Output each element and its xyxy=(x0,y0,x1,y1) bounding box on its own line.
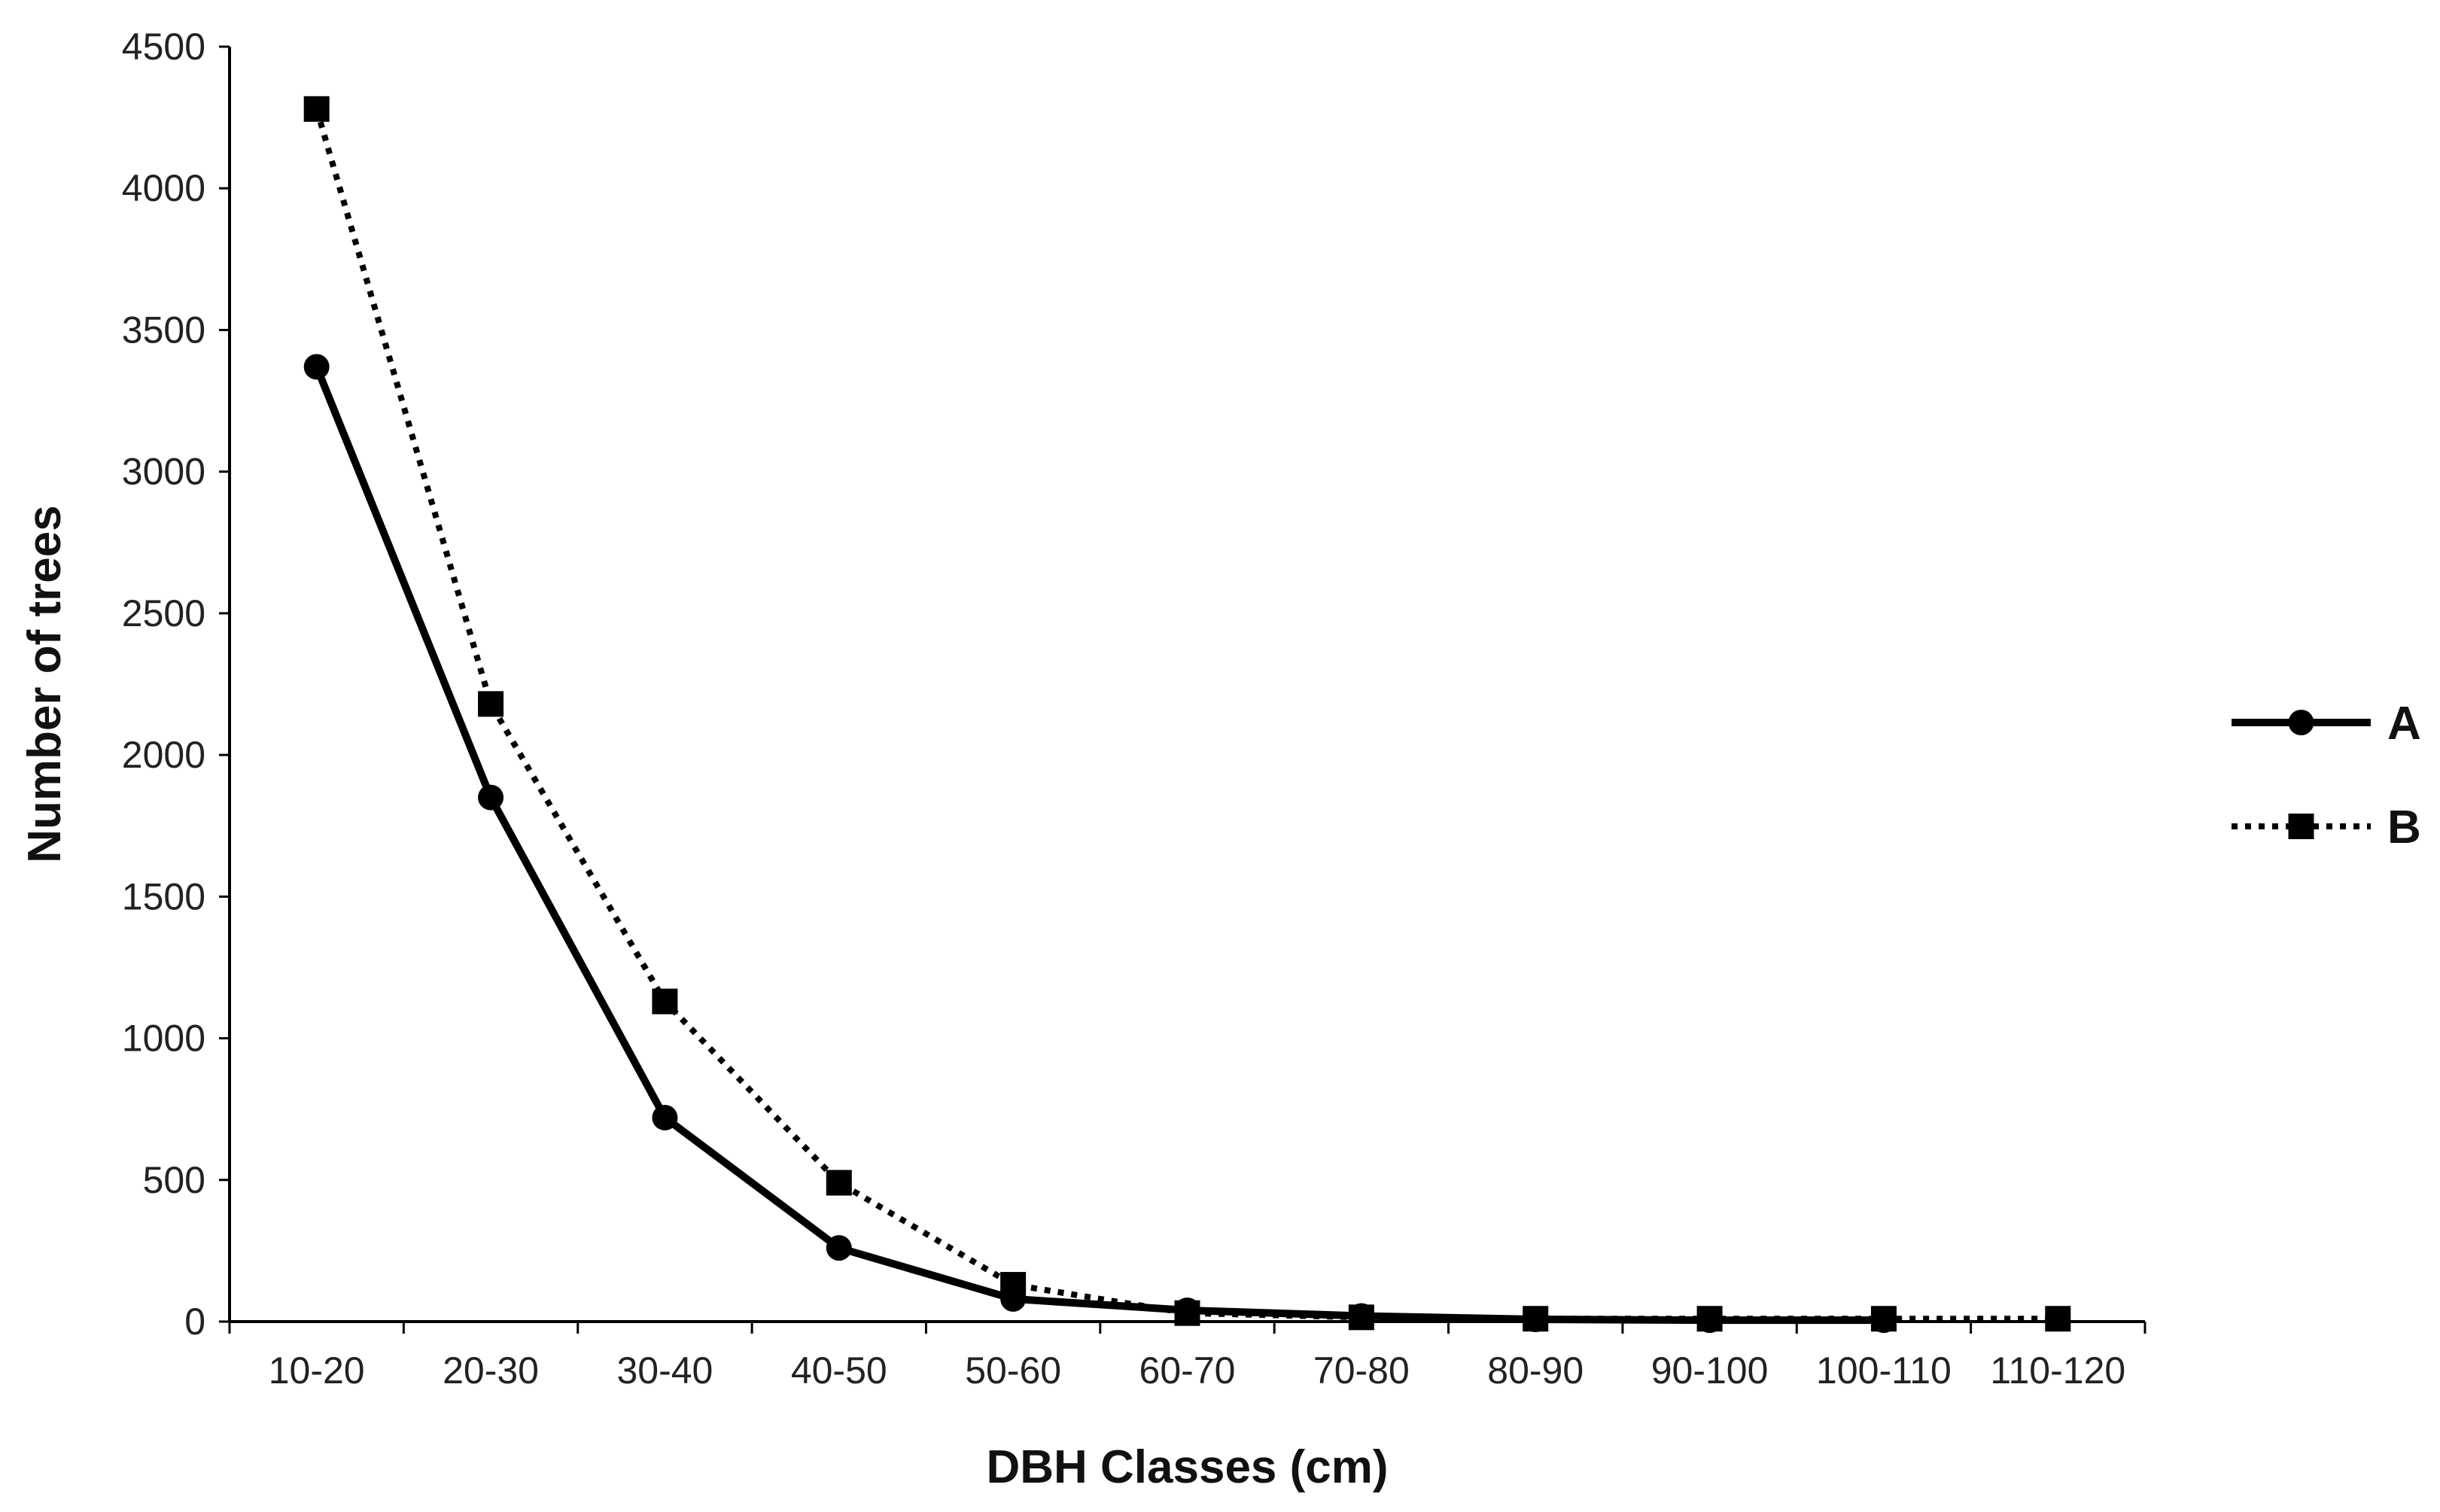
series-layer xyxy=(303,96,2071,1334)
y-tick-label: 500 xyxy=(143,1159,205,1201)
data-point-a xyxy=(303,354,330,380)
x-tick-label: 110-120 xyxy=(1990,1349,2125,1392)
legend: AB xyxy=(2232,698,2421,853)
series-line-a xyxy=(313,365,1884,1325)
data-point-b xyxy=(1000,1272,1027,1298)
x-tick-label: 30-40 xyxy=(616,1349,713,1392)
y-axis-ticks: 0 500 1000 1500 2000 2500 3000 3500 4000 4500 xyxy=(122,26,230,1343)
x-tick-label: 20-30 xyxy=(443,1349,539,1392)
x-tick-label: 50-60 xyxy=(965,1349,1061,1392)
legend-marker-b xyxy=(2288,814,2314,839)
y-tick-label: 2500 xyxy=(122,592,205,634)
x-tick-label: 60-70 xyxy=(1139,1349,1236,1392)
data-point-a xyxy=(652,1104,678,1130)
x-tick-label: 80-90 xyxy=(1487,1349,1584,1392)
x-tick-label: 10-20 xyxy=(269,1349,365,1392)
data-point-b xyxy=(1348,1304,1374,1331)
data-point-a xyxy=(826,1235,852,1261)
x-tick-label: 70-80 xyxy=(1313,1349,1410,1392)
legend-label-b: B xyxy=(2387,802,2421,853)
y-tick-label: 1000 xyxy=(122,1018,205,1060)
data-point-b xyxy=(303,96,330,122)
y-tick-label: 0 xyxy=(184,1301,205,1343)
y-tick-label: 4500 xyxy=(122,26,205,68)
x-axis-ticks: 10-20 20-30 30-40 40-50 50-60 60-70 70-80 80-90… xyxy=(228,1322,2146,1392)
data-point-b xyxy=(478,691,504,717)
data-point-b xyxy=(1174,1300,1200,1326)
x-tick-label: 40-50 xyxy=(791,1349,887,1392)
data-point-a xyxy=(478,784,504,811)
y-tick-label: 4000 xyxy=(122,167,205,209)
y-tick-label: 2000 xyxy=(122,734,205,776)
x-tick-label: 100-110 xyxy=(1816,1349,1952,1392)
data-point-b xyxy=(1523,1306,1549,1332)
legend-marker-a xyxy=(2288,710,2314,735)
data-point-b xyxy=(2045,1306,2071,1332)
series-line-b xyxy=(313,108,2058,1322)
data-point-b xyxy=(652,988,678,1015)
y-tick-label: 1500 xyxy=(122,875,205,917)
x-tick-label: 90-100 xyxy=(1651,1349,1769,1392)
x-axis-title: DBH Classes (cm) xyxy=(986,1441,1388,1493)
data-point-b xyxy=(826,1170,852,1196)
data-point-b xyxy=(1696,1306,1723,1332)
legend-label-a: A xyxy=(2387,698,2421,750)
y-axis-title: Number of trees xyxy=(19,505,71,862)
y-tick-label: 3500 xyxy=(122,309,205,351)
data-point-b xyxy=(1870,1306,1897,1332)
y-tick-label: 3000 xyxy=(122,451,205,493)
